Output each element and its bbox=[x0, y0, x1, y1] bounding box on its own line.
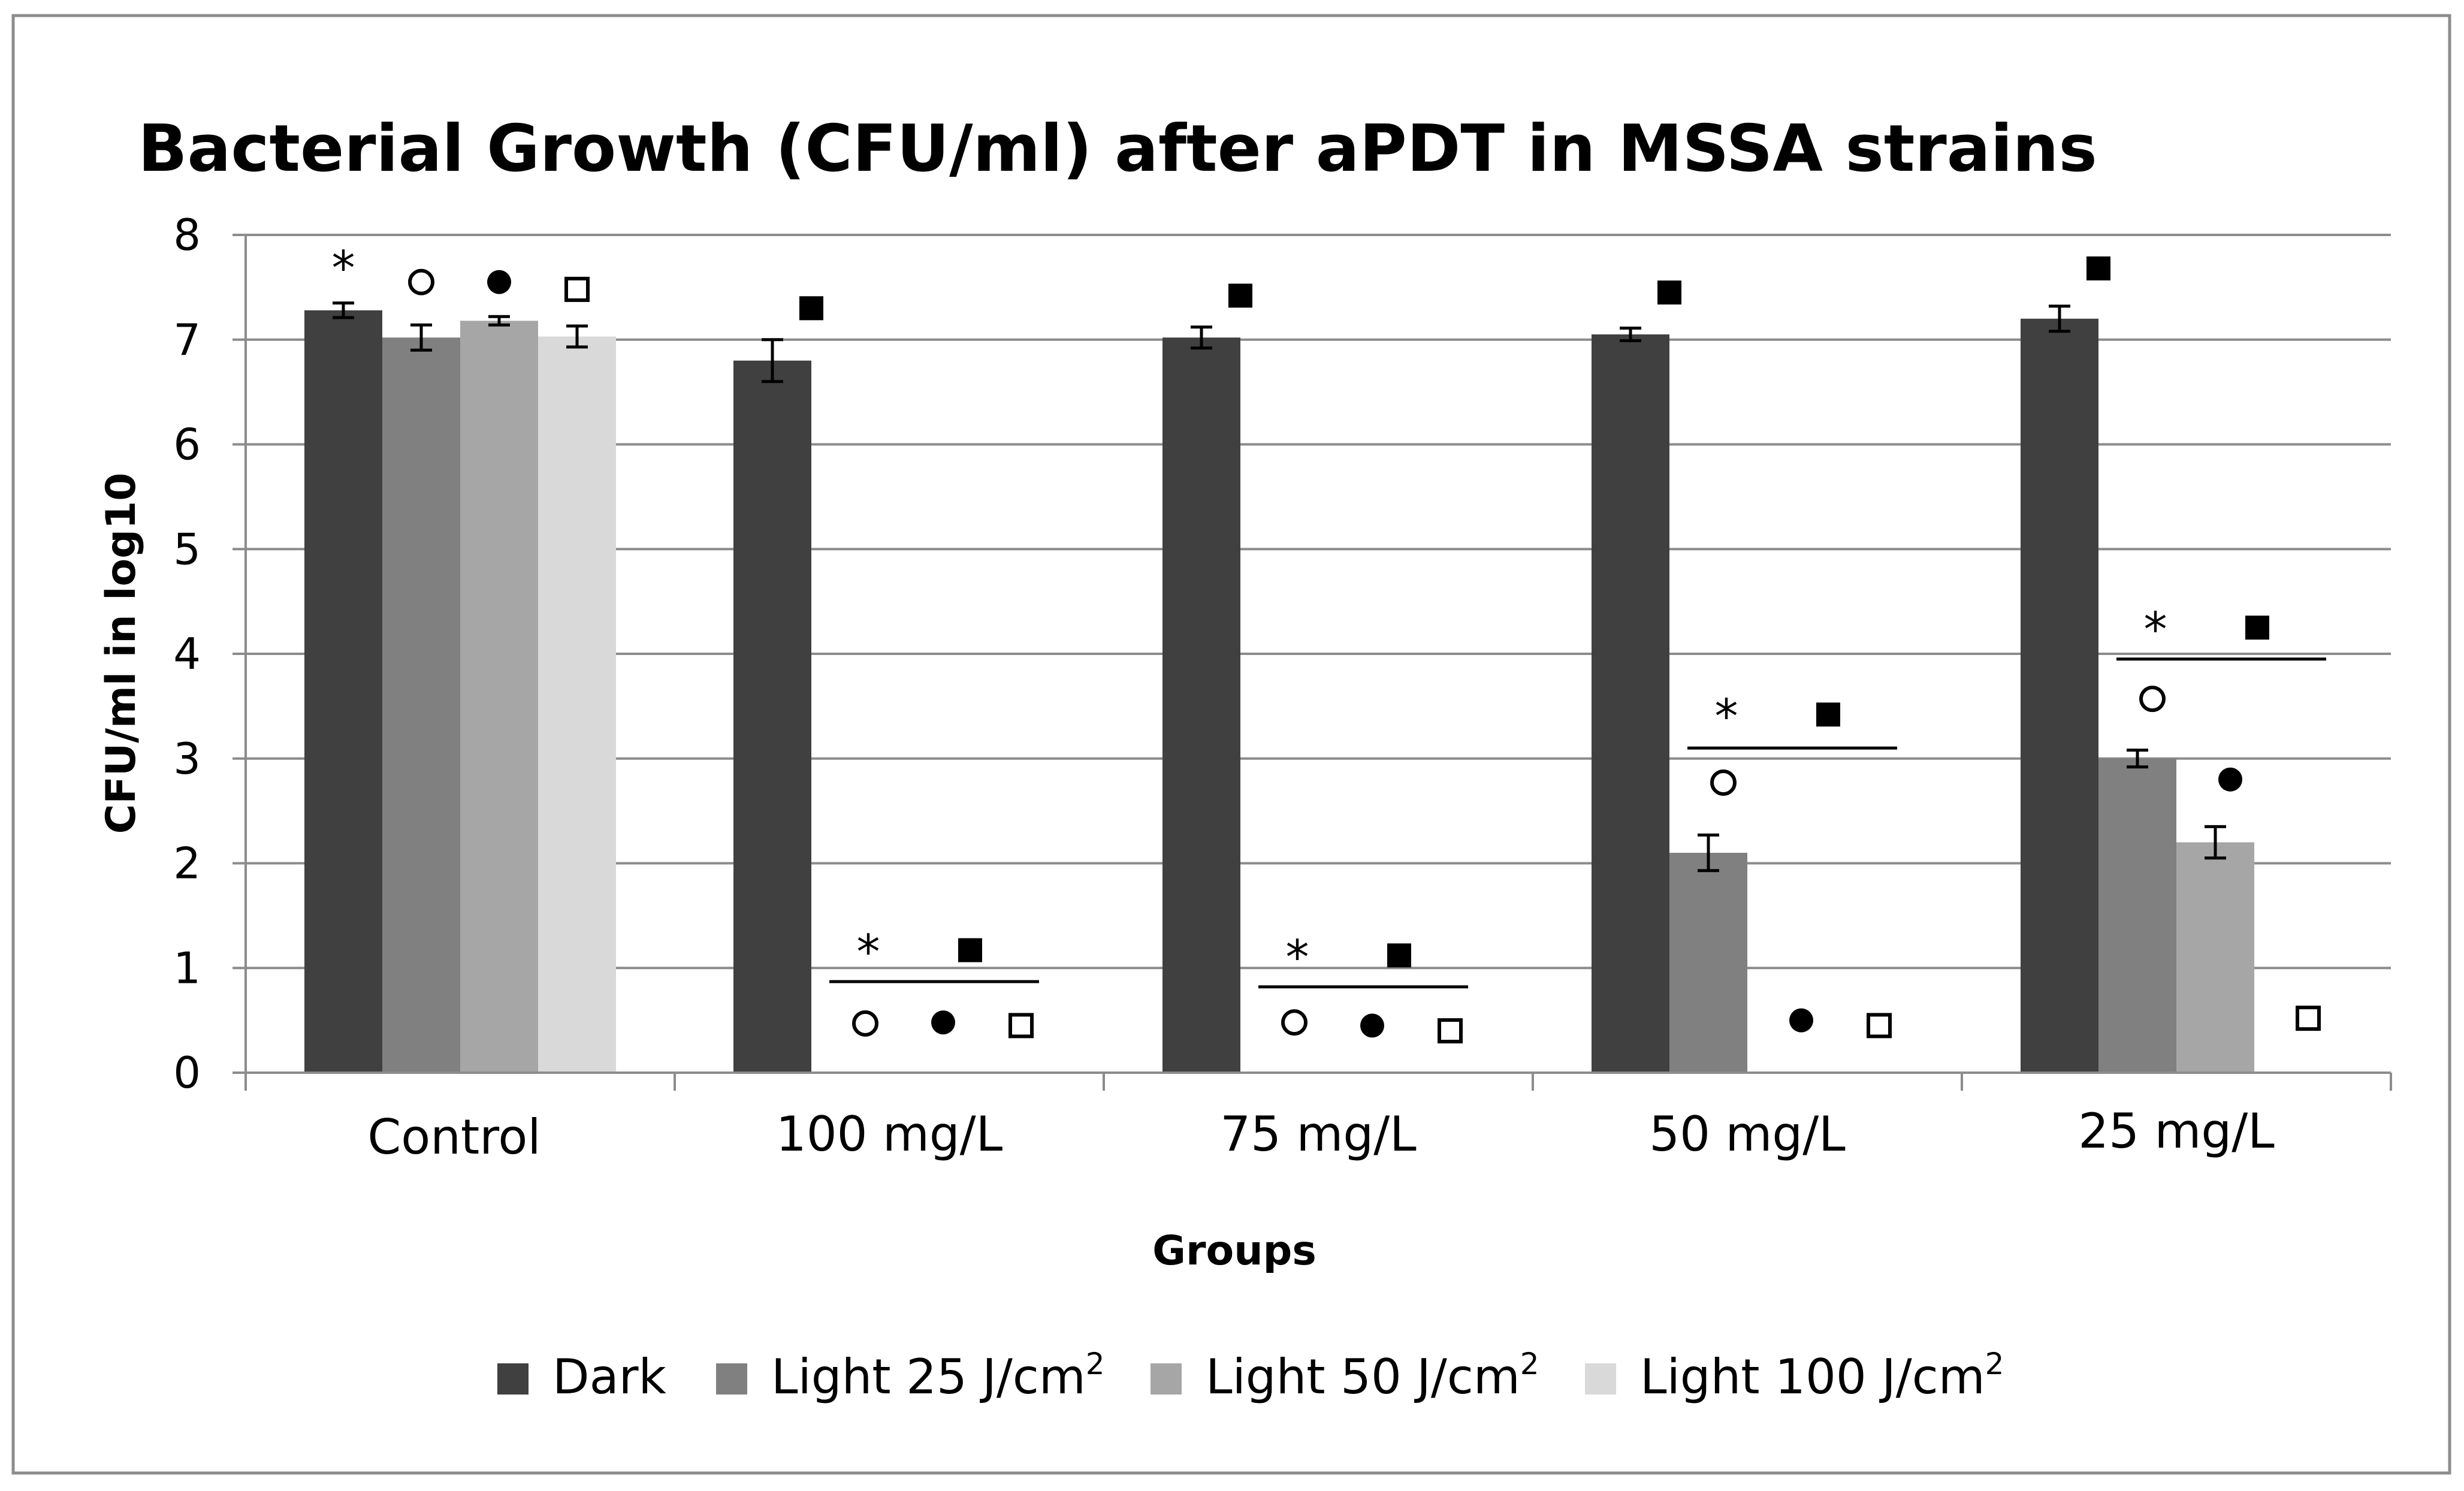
significance-star: * bbox=[1286, 931, 1309, 985]
legend-label-superscript: 2 bbox=[1086, 1347, 1105, 1381]
bar bbox=[1162, 337, 1240, 1073]
significance-star: * bbox=[857, 926, 880, 980]
open-circle-marker bbox=[1710, 769, 1737, 796]
open-square-marker bbox=[2296, 1006, 2321, 1031]
legend-label-text: Light 50 J/cm bbox=[1206, 1349, 1520, 1405]
y-tick-label: 3 bbox=[173, 734, 201, 784]
significance-star: * bbox=[2144, 603, 2167, 657]
bar bbox=[1592, 334, 1669, 1073]
legend-label: Light 50 J/cm2 bbox=[1206, 1347, 1539, 1405]
annotations: * * * * * bbox=[332, 242, 2326, 1044]
y-axis-title: CFU/ml in log10 bbox=[98, 473, 145, 834]
filled-square-marker bbox=[1816, 702, 1840, 727]
y-tick-label: 7 bbox=[173, 315, 201, 365]
legend-label-superscript: 2 bbox=[1520, 1347, 1539, 1381]
x-axis-title: Groups bbox=[1152, 1227, 1316, 1275]
filled-square-marker bbox=[1228, 283, 1252, 308]
filled-circle-marker bbox=[931, 1010, 955, 1035]
open-square-marker bbox=[1438, 1018, 1463, 1044]
filled-circle-marker bbox=[1789, 1008, 1813, 1033]
legend-label-text: Light 100 J/cm bbox=[1640, 1349, 1985, 1405]
chart-title: Bacterial Growth (CFU/ml) after aPDT in … bbox=[138, 111, 2097, 186]
open-circle-marker bbox=[408, 268, 434, 295]
filled-square-marker bbox=[2086, 256, 2110, 280]
filled-circle-marker bbox=[487, 270, 511, 294]
bars bbox=[304, 301, 2254, 1073]
bar bbox=[1669, 853, 1747, 1073]
open-square-marker bbox=[564, 276, 590, 302]
y-tick-label: 8 bbox=[173, 210, 201, 260]
x-category-label: 75 mg/L bbox=[1220, 1106, 1417, 1162]
filled-square-marker bbox=[1387, 943, 1411, 968]
y-tick-label: 2 bbox=[173, 838, 201, 889]
open-circle-marker bbox=[852, 1010, 878, 1037]
y-tick-label: 0 bbox=[173, 1048, 201, 1098]
filled-square-marker bbox=[799, 296, 823, 321]
legend-label: Dark bbox=[552, 1349, 667, 1405]
filled-square-marker bbox=[958, 938, 982, 962]
bar bbox=[460, 321, 538, 1073]
legend-label-text: Dark bbox=[552, 1349, 667, 1405]
open-circle-marker bbox=[2139, 686, 2166, 713]
legend-swatch bbox=[497, 1363, 529, 1395]
y-tick-label: 1 bbox=[173, 943, 201, 993]
bar bbox=[2021, 318, 2098, 1073]
bar bbox=[382, 337, 460, 1073]
legend-label: Light 25 J/cm2 bbox=[771, 1347, 1105, 1405]
y-tick-label: 5 bbox=[173, 524, 201, 574]
open-square-marker bbox=[1008, 1013, 1034, 1039]
filled-square-marker bbox=[1657, 280, 1681, 305]
open-circle-marker bbox=[1281, 1009, 1308, 1036]
filled-circle-marker bbox=[2218, 767, 2242, 792]
y-tick-label: 4 bbox=[173, 629, 201, 679]
x-category-label: 100 mg/L bbox=[776, 1106, 1003, 1162]
legend-swatch bbox=[716, 1363, 747, 1395]
x-category-label: Control bbox=[367, 1109, 540, 1165]
x-category-label: 25 mg/L bbox=[2078, 1103, 2275, 1159]
legend: Dark Light 25 J/cm2 Light 50 J/cm2 Light 10… bbox=[497, 1347, 2004, 1405]
bar bbox=[2176, 842, 2254, 1073]
bar bbox=[538, 336, 616, 1073]
significance-star: * bbox=[332, 242, 355, 295]
x-category-label: 50 mg/L bbox=[1649, 1106, 1846, 1162]
legend-label-text: Light 25 J/cm bbox=[771, 1349, 1086, 1405]
significance-star: * bbox=[1715, 690, 1738, 744]
bar bbox=[733, 360, 811, 1073]
bar bbox=[2098, 758, 2176, 1073]
legend-label-superscript: 2 bbox=[1985, 1347, 2004, 1381]
legend-swatch bbox=[1585, 1363, 1616, 1395]
filled-square-marker bbox=[2245, 615, 2269, 640]
legend-swatch bbox=[1151, 1363, 1182, 1395]
legend-label: Light 100 J/cm2 bbox=[1640, 1347, 2004, 1405]
open-square-marker bbox=[1867, 1013, 1892, 1039]
filled-circle-marker bbox=[1360, 1013, 1384, 1038]
y-tick-label: 6 bbox=[173, 419, 201, 470]
axes: 0 1 2 3 4 5 6 7 8 Control 100 mg/L 75 mg/L 50 mg/L 25… bbox=[173, 210, 2392, 1165]
bar bbox=[304, 310, 382, 1073]
